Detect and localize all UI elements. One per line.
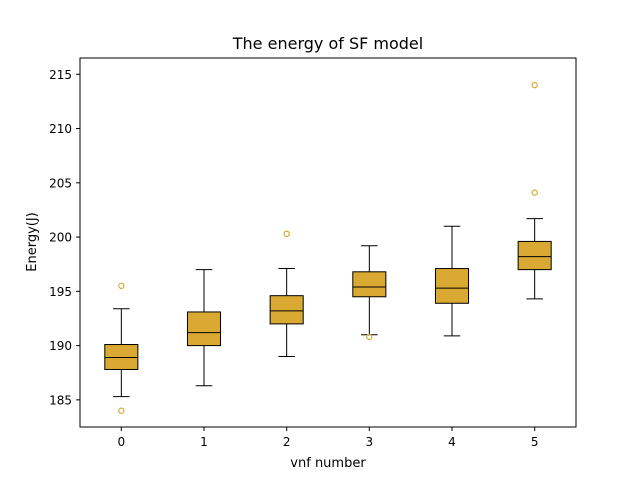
axes-frame — [79, 57, 577, 428]
x-tick-label: 4 — [448, 435, 456, 449]
box-iqr — [104, 344, 139, 370]
box-iqr — [352, 271, 387, 298]
chart-title: The energy of SF model — [232, 34, 423, 53]
y-axis-label: Energy(J) — [25, 212, 40, 272]
outlier-point — [118, 282, 125, 290]
x-tick-label: 5 — [531, 435, 539, 449]
y-tick-label: 195 — [49, 285, 72, 299]
y-tick-label: 200 — [49, 231, 72, 245]
x-tick-label: 2 — [283, 435, 291, 449]
box-iqr — [517, 240, 552, 271]
plot-area: 185 190 195 200 205 210 215 0 1 2 3 4 5 — [49, 68, 552, 449]
x-tick-label: 3 — [366, 435, 374, 449]
y-tick-label: 185 — [49, 393, 72, 407]
x-tick-label: 0 — [118, 435, 126, 449]
outlier-point — [531, 189, 538, 196]
outlier-point — [283, 230, 290, 238]
x-axis-label: vnf number — [290, 456, 366, 471]
y-tick-label: 190 — [49, 339, 72, 353]
outlier-point — [531, 81, 538, 89]
outlier-point — [366, 333, 373, 341]
box-iqr — [434, 268, 470, 304]
y-tick-label: 215 — [49, 68, 72, 82]
y-tick-label: 210 — [49, 122, 72, 136]
y-tick-label: 205 — [49, 176, 72, 190]
box-iqr — [269, 295, 304, 325]
x-tick-label: 1 — [200, 435, 208, 449]
box-iqr — [186, 311, 222, 347]
outlier-point — [118, 407, 125, 414]
